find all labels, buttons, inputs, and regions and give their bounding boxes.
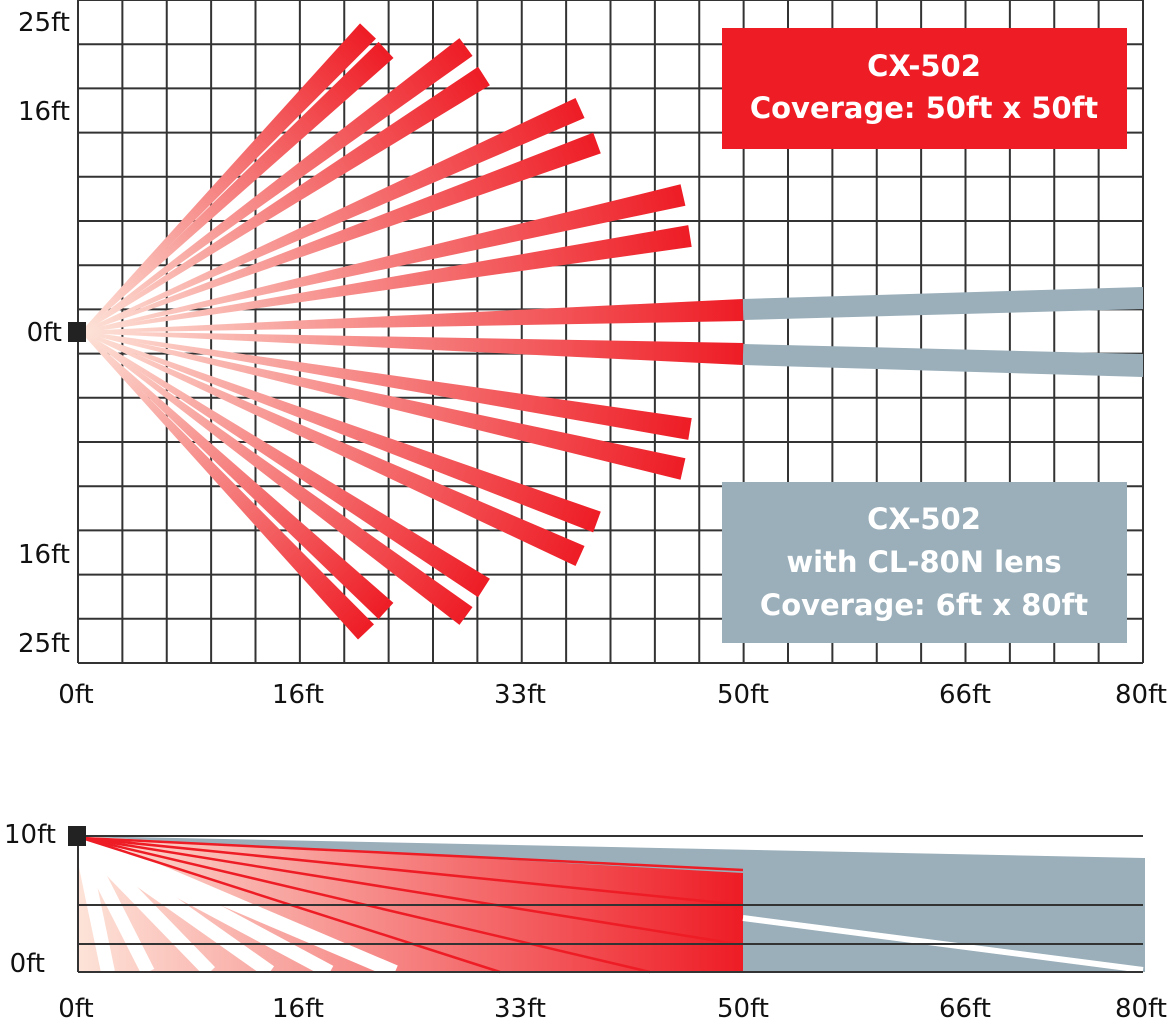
standard-beam	[81, 299, 744, 333]
side-beam-line	[81, 836, 744, 947]
standard-beam	[81, 23, 376, 333]
standard-beam-group	[81, 331, 692, 440]
sensor-icon	[68, 826, 86, 846]
standard-beam	[81, 331, 585, 567]
top-view: CX-502 Coverage: 50ft x 50ft CX-502 with…	[18, 0, 1167, 710]
side-y-tick: 10ft	[4, 820, 56, 850]
legend-long-range-lens: with CL-80N lens	[786, 545, 1061, 579]
standard-beam	[81, 331, 601, 533]
standard-beam-group	[81, 299, 744, 333]
standard-beam	[81, 331, 692, 440]
legend-long-range-box	[722, 482, 1127, 643]
side-x-tick: 50ft	[717, 994, 769, 1024]
top-x-axis-labels: 0ft 16ft 33ft 50ft 66ft 80ft	[58, 680, 1167, 710]
top-x-tick: 50ft	[717, 680, 769, 710]
side-x-tick: 33ft	[494, 994, 546, 1024]
standard-beam-group	[81, 331, 601, 533]
standard-beam-group	[81, 66, 490, 333]
top-y-tick: 16ft	[18, 540, 70, 570]
side-x-tick: 0ft	[58, 994, 93, 1024]
top-y-axis-labels: 25ft 16ft 0ft 16ft 25ft	[18, 8, 70, 659]
side-x-tick: 80ft	[1115, 994, 1167, 1024]
top-x-tick: 33ft	[494, 680, 546, 710]
side-beam-line	[81, 836, 744, 872]
standard-beam	[81, 331, 374, 640]
legend-standard-model: CX-502	[867, 49, 981, 83]
standard-beam	[81, 41, 394, 333]
long-range-beams	[743, 287, 1143, 377]
top-x-tick: 16ft	[272, 680, 324, 710]
side-y-axis-labels: 10ft 0ft	[4, 820, 56, 979]
standard-beam	[81, 331, 744, 365]
legend-standard-coverage: Coverage: 50ft x 50ft	[750, 91, 1098, 125]
standard-beam	[81, 331, 473, 625]
long-range-beam-upper	[743, 287, 1143, 320]
legend-long-range-model: CX-502	[867, 502, 981, 536]
standard-beam	[81, 38, 473, 333]
standard-beam-group	[81, 331, 473, 625]
standard-beam-group	[81, 331, 585, 567]
standard-beam-group	[81, 23, 376, 333]
standard-beam-group	[81, 331, 374, 640]
legend-standard: CX-502 Coverage: 50ft x 50ft	[722, 28, 1127, 149]
standard-beam-group	[81, 132, 601, 333]
standard-beam	[81, 331, 490, 598]
standard-beam	[81, 331, 686, 480]
standard-beam	[81, 225, 692, 333]
long-range-beam-lower	[743, 344, 1143, 377]
standard-beam	[81, 184, 686, 333]
standard-beam-group	[81, 225, 692, 333]
standard-beam	[81, 66, 490, 333]
legend-long-range: CX-502 with CL-80N lens Coverage: 6ft x …	[722, 482, 1127, 643]
standard-beam	[81, 132, 601, 333]
standard-beam-group	[81, 331, 490, 598]
side-view: 10ft 0ft 0ft 16ft 33ft 50ft 66ft 80ft	[4, 820, 1167, 1024]
top-y-tick: 25ft	[18, 629, 70, 659]
standard-beams	[81, 23, 744, 640]
top-x-tick: 66ft	[939, 680, 991, 710]
standard-beam-group	[81, 41, 394, 333]
side-x-tick: 16ft	[272, 994, 324, 1024]
legend-long-range-coverage: Coverage: 6ft x 80ft	[760, 588, 1088, 622]
top-x-tick: 80ft	[1115, 680, 1167, 710]
standard-beam-group	[81, 331, 686, 480]
standard-beam-group	[81, 331, 394, 620]
top-y-tick: 16ft	[18, 97, 70, 127]
side-view-grid	[77, 835, 1143, 973]
side-y-tick: 0ft	[10, 949, 45, 979]
standard-beam-group	[81, 331, 744, 365]
standard-beam-group	[81, 97, 585, 333]
side-x-tick: 66ft	[939, 994, 991, 1024]
standard-beam-group	[81, 184, 686, 333]
standard-beam-group	[81, 38, 473, 333]
top-x-tick: 0ft	[58, 680, 93, 710]
side-x-axis-labels: 0ft 16ft 33ft 50ft 66ft 80ft	[58, 994, 1167, 1024]
legend-standard-box	[722, 28, 1127, 149]
standard-beam	[81, 97, 585, 333]
sensor-icon	[68, 322, 86, 342]
top-y-tick: 0ft	[27, 318, 62, 348]
side-beam-line	[81, 836, 744, 907]
top-y-tick: 25ft	[18, 8, 70, 38]
standard-beam	[81, 331, 394, 620]
